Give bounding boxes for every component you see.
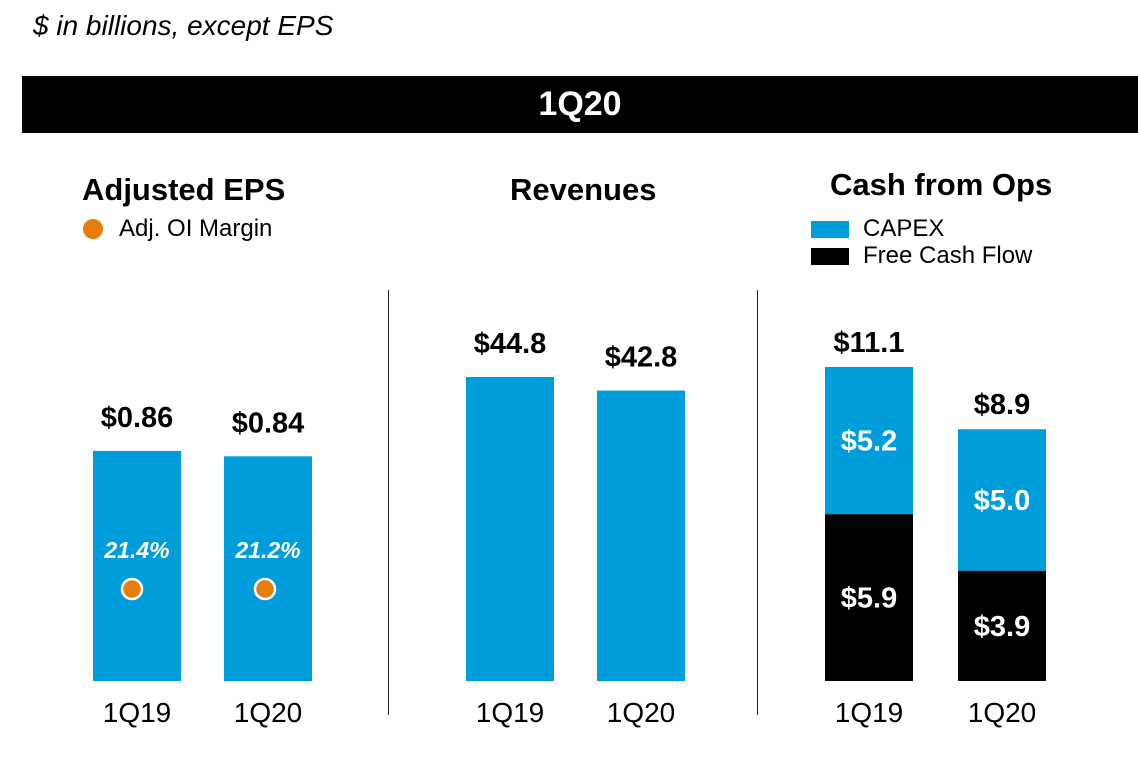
capex-value-label: $5.2 bbox=[841, 426, 897, 458]
eps-category-label: 1Q19 bbox=[103, 697, 172, 728]
divider-left bbox=[388, 290, 389, 715]
orange-dot-icon bbox=[83, 219, 103, 239]
cash-chart-title: Cash from Ops bbox=[830, 167, 1053, 202]
cash-total-label: $8.9 bbox=[974, 389, 1030, 421]
capex-swatch-icon bbox=[811, 220, 849, 238]
revenues-category-label: 1Q19 bbox=[476, 697, 545, 728]
period-banner: 1Q20 bbox=[22, 76, 1138, 133]
cash-legend-capex-label: CAPEX bbox=[863, 215, 945, 242]
fcf-swatch-icon bbox=[811, 247, 849, 265]
eps-chart-title: Adjusted EPS bbox=[82, 172, 286, 207]
cash-legend-fcf-label: Free Cash Flow bbox=[863, 242, 1033, 269]
fcf-value-label: $3.9 bbox=[974, 611, 1030, 643]
revenues-value-label: $42.8 bbox=[605, 342, 678, 374]
fcf-bar-segment bbox=[825, 514, 913, 681]
revenues-bar bbox=[597, 390, 685, 681]
eps-margin-dot bbox=[120, 577, 144, 601]
revenues-value-label: $44.8 bbox=[474, 328, 547, 360]
capex-value-label: $5.0 bbox=[974, 485, 1030, 517]
capex-bar-segment bbox=[825, 367, 913, 515]
fcf-value-label: $5.9 bbox=[841, 583, 897, 615]
revenues-bar bbox=[466, 377, 554, 681]
eps-margin-dot bbox=[253, 577, 277, 601]
cash-legend-fcf: Free Cash Flow bbox=[811, 242, 1032, 270]
eps-bar bbox=[93, 450, 181, 681]
cash-total-label: $11.1 bbox=[834, 327, 905, 359]
revenues-category-label: 1Q20 bbox=[607, 697, 676, 728]
eps-margin-label: 21.2% bbox=[234, 537, 300, 563]
revenues-chart-title: Revenues bbox=[510, 172, 657, 207]
cash-legend-capex: CAPEX bbox=[811, 215, 944, 243]
eps-margin-label: 21.4% bbox=[103, 537, 169, 563]
eps-legend-label: Adj. OI Margin bbox=[119, 215, 273, 242]
eps-value-label: $0.86 bbox=[101, 402, 174, 434]
cash-category-label: 1Q19 bbox=[835, 697, 904, 728]
capex-bar-segment bbox=[958, 429, 1046, 571]
fcf-bar-segment bbox=[958, 570, 1046, 681]
cash-category-label: 1Q20 bbox=[968, 697, 1037, 728]
eps-bar bbox=[224, 456, 312, 681]
eps-legend-margin: Adj. OI Margin bbox=[83, 215, 272, 243]
eps-category-label: 1Q20 bbox=[234, 697, 303, 728]
divider-right bbox=[757, 290, 758, 715]
subtitle: $ in billions, except EPS bbox=[33, 10, 334, 41]
eps-value-label: $0.84 bbox=[232, 407, 305, 439]
